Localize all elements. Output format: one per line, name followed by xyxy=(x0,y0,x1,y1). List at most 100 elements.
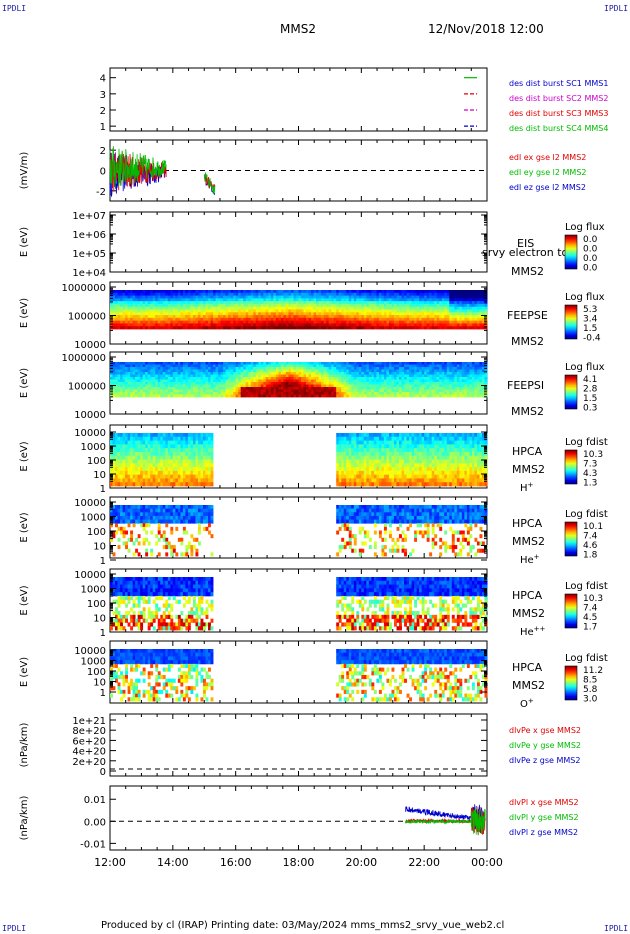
feepse-heatmap-cell xyxy=(208,298,211,302)
feepse-heatmap-cell xyxy=(205,303,209,308)
feepse-heatmap-cell xyxy=(466,312,470,316)
feepsi-heatmap-cell xyxy=(127,372,131,375)
feepsi-heatmap-cell xyxy=(479,367,483,370)
feepsi-heatmap-cell xyxy=(346,377,350,380)
feepsi-heatmap-cell xyxy=(225,389,229,393)
feepsi-heatmap-cell xyxy=(409,362,412,365)
feepse-heatmap-cell xyxy=(318,320,322,324)
feepsi-heatmap-cell xyxy=(479,372,483,375)
feepsi-heatmap-cell xyxy=(306,387,309,390)
feepsi-heatmap-cell xyxy=(444,382,448,385)
feepsi-heatmap-cell xyxy=(233,364,237,368)
feepse-heatmap-cell xyxy=(290,292,294,296)
hpca_h-heatmap-cells xyxy=(110,433,488,487)
feepsi-heatmap-cell xyxy=(283,379,287,383)
feepsi-heatmap-cell xyxy=(436,362,440,365)
feepsi-heatmap-cell xyxy=(391,392,395,395)
feepsi-heatmap-cell xyxy=(373,367,377,370)
feepse-heatmap-cell xyxy=(318,312,322,316)
feepse-heatmap-cell xyxy=(351,295,355,299)
feepsi-heatmap-cell xyxy=(431,379,435,383)
feepse-heatmap-cell xyxy=(373,292,377,296)
feepsi-heatmap-cell xyxy=(459,389,463,393)
feepsi-heatmap-cell xyxy=(120,389,123,393)
feepsi-heatmap-cell xyxy=(228,364,232,368)
feepsi-heatmap-cell xyxy=(358,382,362,385)
feepse-heatmap-cell xyxy=(293,292,297,296)
corner-label-top-right: IPDLI xyxy=(604,4,629,13)
feepse-heatmap-cell xyxy=(155,290,159,294)
feepse-heatmap-cell xyxy=(170,309,174,313)
feepse-heatmap-cell xyxy=(431,298,435,302)
feepsi-heatmap-cell xyxy=(424,392,428,395)
feepse-heatmap-cell xyxy=(127,306,131,310)
feepsi-heatmap-cell xyxy=(416,362,420,365)
hpca_h-heatmap-cell xyxy=(152,459,156,464)
feepsi-heatmap-cell xyxy=(202,384,206,388)
feepse-heatmap-cell xyxy=(301,298,304,302)
feepsi-heatmap-cell xyxy=(404,369,407,373)
feepse-heatmap-cell xyxy=(197,292,201,296)
feepsi-heatmap-cell xyxy=(137,377,141,380)
feepse-heatmap-cell xyxy=(245,320,249,324)
feepsi-heatmap-cell xyxy=(288,394,292,398)
feepse-heatmap-cell xyxy=(391,309,395,313)
feepse-heatmap-cell xyxy=(200,303,204,308)
hpca_h-heatmap-cell xyxy=(135,433,139,438)
feepse-heatmap-cell xyxy=(336,301,340,305)
feepse-heatmap-cell xyxy=(371,303,375,308)
feepsi-heatmap-cell xyxy=(399,367,402,370)
feepse-heatmap-cell xyxy=(248,312,252,316)
feepsi-heatmap-cell xyxy=(399,372,402,375)
feepsi-heatmap-cell xyxy=(301,369,304,373)
feepse-heatmap-cell xyxy=(444,295,448,299)
feepse-heatmap-cell xyxy=(361,301,365,305)
feepse-heatmap-cell xyxy=(263,298,267,302)
feepsi-heatmap-cell xyxy=(243,369,247,373)
feepsi-heatmap-cell xyxy=(283,369,287,373)
feepsi-heatmap-cell xyxy=(421,377,425,380)
feepse-heatmap-cell xyxy=(268,320,272,324)
feepse-heatmap-cell xyxy=(165,323,169,327)
feepse-heatmap-cell xyxy=(152,309,156,313)
feepse-heatmap-cell xyxy=(275,298,279,302)
feepsi-heatmap-cell xyxy=(275,384,279,388)
feepsi-heatmap-cell xyxy=(328,394,332,398)
feepsi-heatmap-cell xyxy=(356,369,360,373)
feepsi-heatmap-cell xyxy=(278,362,282,365)
feepse-heatmap-cell xyxy=(371,326,375,330)
feepse-heatmap-cell xyxy=(333,315,337,319)
feepse-heatmap-cell xyxy=(328,326,332,330)
feepse-heatmap-cell xyxy=(404,292,407,296)
feepsi-heatmap-cell xyxy=(446,367,450,370)
feepse-heatmap-cell xyxy=(253,303,257,308)
feepsi-heatmap-cell xyxy=(172,384,176,388)
feepsi-heatmap-cell xyxy=(306,367,309,370)
feepsi-heatmap-cell xyxy=(127,392,131,395)
feepse-heatmap-cell xyxy=(431,295,435,299)
feepsi-heatmap-cell xyxy=(446,387,450,390)
feepsi-heatmap-cell xyxy=(130,367,134,370)
feepse-heatmap-cell xyxy=(399,315,402,319)
feepsi-heatmap-cell xyxy=(115,384,118,388)
feepse-heatmap-cell xyxy=(220,312,224,316)
feepse-heatmap-cell xyxy=(117,303,121,308)
feepse-heatmap-cell xyxy=(145,295,149,299)
feepsi-heatmap-cell xyxy=(446,374,450,378)
feepse-heatmap-cell xyxy=(436,301,440,305)
feepsi-heatmap-cell xyxy=(145,377,149,380)
feepse-heatmap-cell xyxy=(172,323,176,327)
feepsi-heatmap-cell xyxy=(135,364,139,368)
feepsi-heatmap-cell xyxy=(399,384,402,388)
feepse-heatmap-cell xyxy=(172,320,176,324)
feepse-heatmap-cell xyxy=(421,320,425,324)
feepsi-heatmap-cell xyxy=(253,374,257,378)
datetime-title: 12/Nov/2018 12:00 xyxy=(428,22,544,36)
feepsi-heatmap-cell xyxy=(205,389,209,393)
feepse-heatmap-cell xyxy=(469,323,473,327)
feepse-heatmap-cell xyxy=(419,309,423,313)
feepse-heatmap-cell xyxy=(140,315,144,319)
feepse-heatmap-cell xyxy=(303,301,307,305)
feepse-heatmap-cell xyxy=(383,306,387,310)
hpca_h-heatmap-cell xyxy=(140,451,144,457)
